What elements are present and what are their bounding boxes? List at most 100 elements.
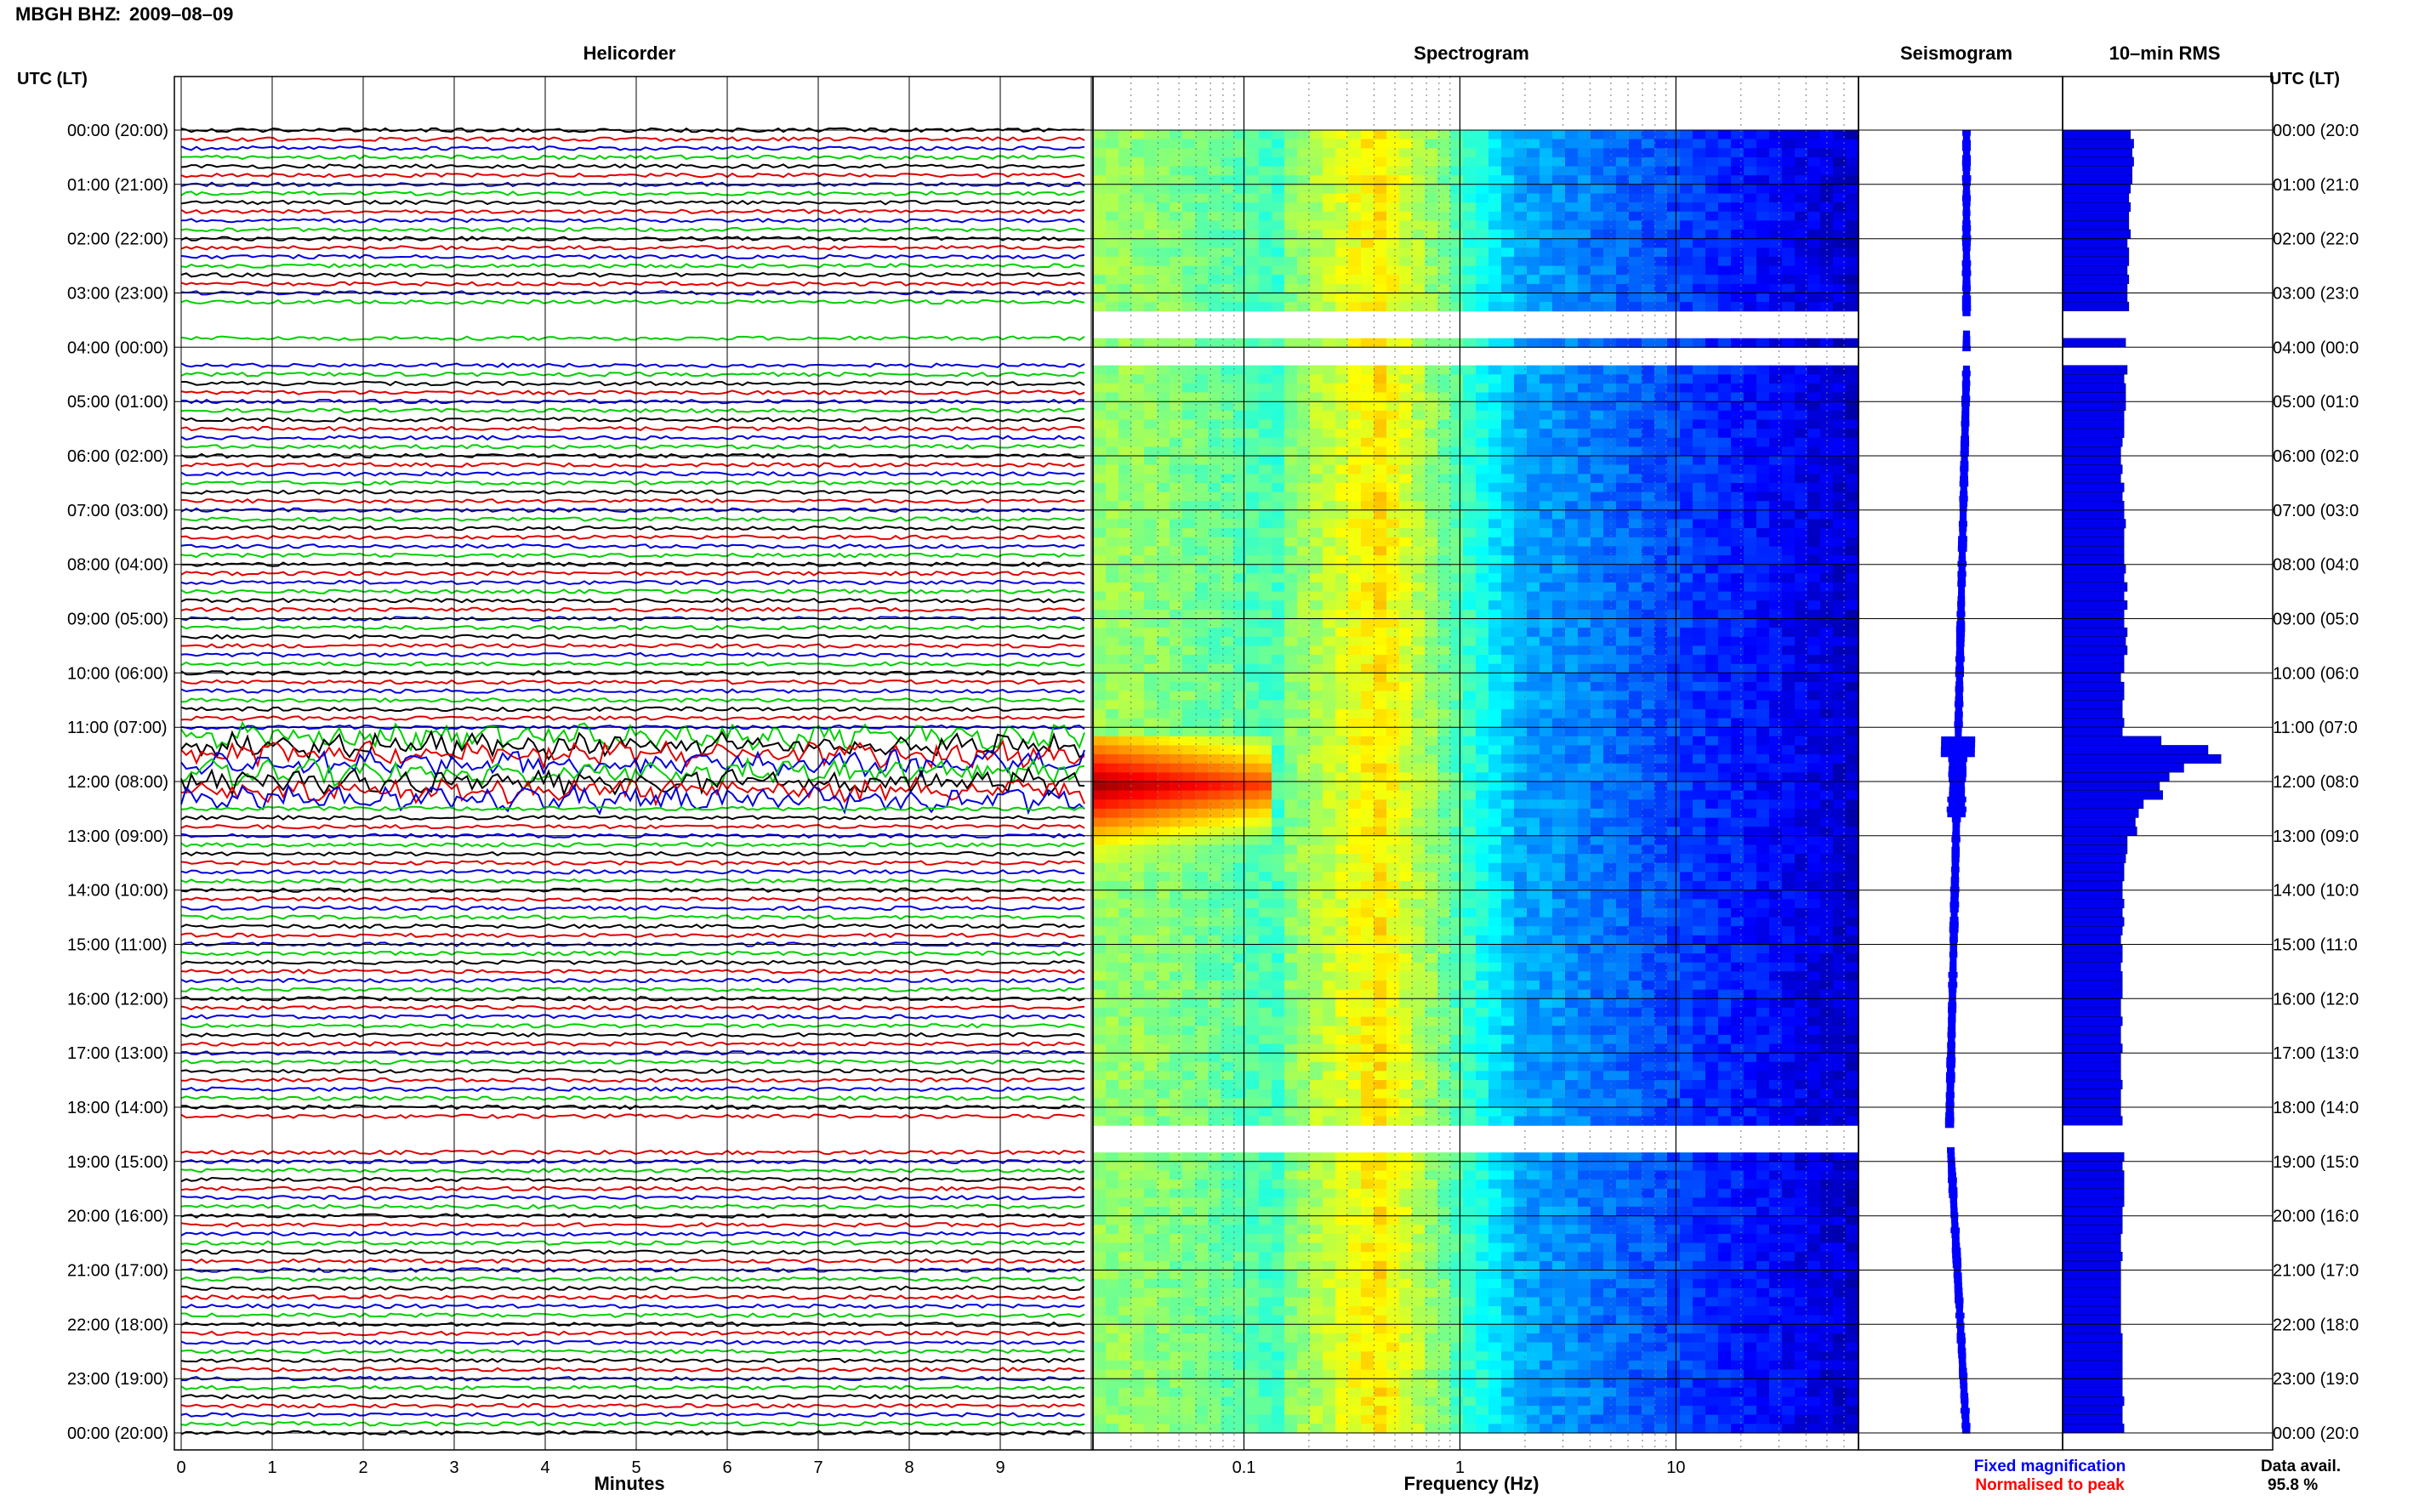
spectrogram-cell	[1693, 673, 1706, 683]
spectrogram-cell	[1118, 265, 1132, 276]
spectrogram-cell	[1284, 429, 1298, 439]
spectrogram-cell	[1756, 528, 1770, 538]
spectrogram-cell	[1527, 456, 1540, 466]
spectrogram-cell	[1106, 673, 1119, 683]
spectrogram-cell	[1782, 456, 1796, 466]
spectrogram-cell	[1195, 238, 1209, 248]
spectrogram-cell	[1437, 546, 1451, 556]
spectrogram-cell	[1744, 890, 1757, 900]
spectrogram-cell	[1769, 139, 1783, 149]
spectrogram-cell	[1591, 148, 1604, 158]
spectrogram-cell	[1399, 338, 1413, 348]
spectrogram-cell	[1412, 917, 1426, 927]
spectrogram-cell	[1756, 564, 1770, 574]
spectrogram-cell	[1680, 148, 1693, 158]
spectrogram-cell	[1221, 691, 1234, 701]
spectrogram-cell	[1195, 184, 1209, 194]
spectrogram-cell	[1769, 211, 1783, 221]
spectrogram-cell	[1578, 673, 1591, 683]
spectrogram-cell	[1463, 392, 1477, 402]
spectrogram-cell	[1476, 238, 1489, 248]
spectrogram-cell	[1374, 754, 1387, 765]
spectrogram-cell	[1348, 808, 1362, 819]
spectrogram-cell	[1629, 862, 1642, 873]
spectrogram-cell	[1654, 736, 1668, 746]
spectrogram-cell	[1170, 338, 1183, 348]
spectrogram-cell	[1425, 591, 1438, 601]
spectrogram-cell	[1795, 230, 1808, 240]
spectrogram-cell	[1540, 708, 1553, 719]
spectrogram-cell	[1488, 673, 1502, 683]
spectrogram-cell	[1488, 600, 1502, 611]
spectrogram-cell	[1284, 835, 1298, 845]
spectrogram-cell	[1093, 139, 1107, 149]
spectrogram-cell	[1221, 256, 1234, 267]
spectrogram-cell	[1386, 392, 1400, 402]
spectrogram-cell	[1310, 827, 1323, 837]
spectrogram-cell	[1386, 782, 1400, 792]
spectrogram-cell	[1591, 437, 1604, 447]
spectrogram-cell	[1667, 537, 1681, 547]
spectrogram-cell	[1629, 718, 1642, 728]
spectrogram-cell	[1348, 673, 1362, 683]
spectrogram-cell	[1170, 745, 1183, 755]
spectrogram-cell	[1782, 175, 1796, 185]
spectrogram-cell	[1820, 374, 1834, 384]
spectrogram-cell	[1488, 591, 1502, 601]
spectrogram-cell	[1106, 338, 1119, 348]
spectrogram-cell	[1514, 509, 1528, 520]
spectrogram-cell	[1144, 727, 1158, 737]
spectrogram-cell	[1476, 492, 1489, 502]
spectrogram-cell	[1833, 230, 1847, 240]
spectrogram-cell	[1170, 546, 1183, 556]
spectrogram-cell	[1591, 555, 1604, 566]
spectrogram-cell	[1463, 528, 1477, 538]
spectrogram-cell	[1705, 691, 1719, 701]
spectrogram-cell	[1705, 736, 1719, 746]
spectrogram-cell	[1756, 293, 1770, 303]
spectrogram-cell	[1118, 537, 1132, 547]
spectrogram-cell	[1756, 256, 1770, 267]
spectrogram-cell	[1246, 546, 1260, 556]
spectrogram-cell	[1093, 844, 1107, 855]
spectrogram-cell	[1106, 374, 1119, 384]
spectrogram-cell	[1846, 338, 1859, 348]
spectrogram-cell	[1540, 808, 1553, 819]
spectrogram-cell	[1221, 437, 1234, 447]
spectrogram-cell	[1093, 501, 1107, 511]
spectrogram-cell	[1361, 827, 1375, 837]
spectrogram-cell	[1272, 872, 1285, 882]
spectrogram-cell	[1348, 763, 1362, 773]
spectrogram-cell	[1488, 401, 1502, 412]
spectrogram-cell	[1118, 446, 1132, 457]
spectrogram-cell	[1425, 464, 1438, 475]
spectrogram-cell	[1616, 700, 1630, 710]
spectrogram-cell	[1654, 293, 1668, 303]
spectrogram-cell	[1578, 482, 1591, 493]
spectrogram-cell	[1820, 682, 1834, 692]
spectrogram-cell	[1361, 790, 1375, 800]
spectrogram-cell	[1118, 374, 1132, 384]
spectrogram-cell	[1667, 799, 1681, 810]
spectrogram-cell	[1399, 618, 1413, 628]
spectrogram-cell	[1705, 338, 1719, 348]
spectrogram-cell	[1131, 365, 1145, 375]
spectrogram-cell	[1284, 365, 1298, 375]
spectrogram-cell	[1501, 890, 1515, 900]
spectrogram-cell	[1106, 799, 1119, 810]
spectrogram-cell	[1680, 302, 1693, 312]
spectrogram-cell	[1323, 410, 1336, 420]
spectrogram-cell	[1208, 854, 1221, 864]
spectrogram-cell	[1208, 166, 1221, 176]
spectrogram-cell	[1144, 736, 1158, 746]
spectrogram-cell	[1323, 474, 1336, 484]
spectrogram-cell	[1157, 609, 1170, 620]
spectrogram-cell	[1756, 474, 1770, 484]
spectrogram-cell	[1603, 708, 1617, 719]
spectrogram-cell	[1795, 907, 1808, 918]
spectrogram-cell	[1616, 419, 1630, 429]
spectrogram-cell	[1744, 899, 1757, 909]
spectrogram-cell	[1310, 256, 1323, 267]
spectrogram-cell	[1348, 456, 1362, 466]
spectrogram-cell	[1476, 790, 1489, 800]
